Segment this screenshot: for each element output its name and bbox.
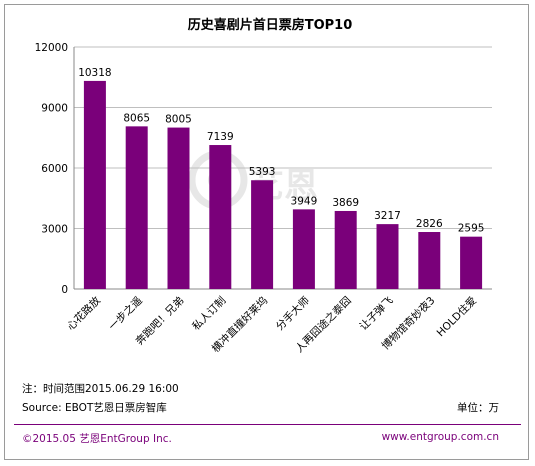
bar (376, 224, 399, 289)
bar (209, 145, 232, 289)
unit-label: 单位：万 (457, 402, 499, 414)
y-tick-label: 6000 (41, 163, 68, 175)
y-axis: 0 3000 6000 9000 12000 (35, 42, 75, 296)
data-label: 8065 (123, 112, 150, 124)
y-tick-label: 12000 (35, 42, 68, 54)
bar (460, 236, 483, 289)
y-tick-label: 0 (61, 284, 68, 296)
footer-divider (14, 424, 521, 425)
data-label: 10318 (78, 67, 111, 79)
x-tick-label: 让子弹飞 (357, 294, 396, 333)
bar (167, 127, 190, 290)
data-label: 3949 (291, 195, 318, 207)
data-labels: 10318 8065 8005 7139 5393 3949 3869 3217 2826 259… (78, 67, 484, 235)
data-label: 2595 (458, 223, 485, 235)
data-label: 3869 (332, 197, 359, 209)
y-tick-label: 3000 (41, 224, 68, 236)
copyright-text: ©2015.05 艺恩EntGroup Inc. (22, 433, 172, 445)
source-note: Source: EBOT艺恩日票房智库 (22, 402, 167, 414)
chart-title: 历史喜剧片首日票房TOP10 (188, 17, 353, 33)
bar (292, 209, 315, 289)
data-label: 7139 (207, 131, 234, 143)
data-label: 2826 (416, 218, 443, 230)
bar (334, 210, 357, 289)
x-tick-label: HOLD住爱 (434, 294, 479, 339)
x-tick-label: 心花路放 (64, 294, 103, 333)
data-label: 3217 (374, 210, 401, 222)
data-label: 8005 (165, 114, 192, 126)
time-range-note: 注：时间范围2015.06.29 16:00 (22, 383, 179, 395)
y-tick-label: 9000 (41, 103, 68, 115)
bar (83, 80, 106, 289)
bars (83, 80, 483, 290)
website-link[interactable]: www.entgroup.com.cn (381, 431, 499, 443)
bar (125, 126, 148, 289)
bar (251, 180, 274, 289)
x-tick-label: 分手大师 (273, 294, 312, 333)
x-tick-label: 私人订制 (190, 294, 229, 333)
data-label: 5393 (249, 166, 276, 178)
bar (418, 232, 441, 289)
x-tick-label: 一步之遥 (106, 294, 145, 333)
